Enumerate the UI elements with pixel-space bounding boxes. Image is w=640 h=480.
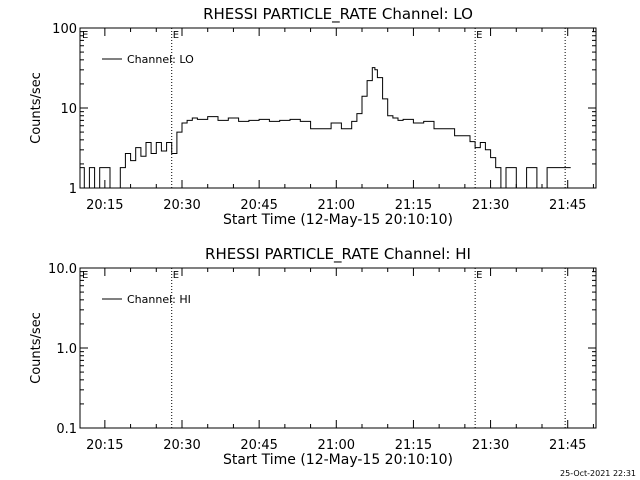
x-tick-label: 20:45 xyxy=(240,438,277,453)
legend-label: Channel: HI xyxy=(127,293,191,306)
x-tick-label: 20:30 xyxy=(163,198,200,213)
x-tick-label: 20:30 xyxy=(163,438,200,453)
plot-frame xyxy=(79,27,597,189)
event-marker-label: E xyxy=(476,30,482,41)
x-tick-label: 20:15 xyxy=(86,438,123,453)
y-tick-label: 1.0 xyxy=(56,342,77,357)
x-tick-label: 21:00 xyxy=(318,438,355,453)
event-marker-label: E xyxy=(173,270,179,281)
x-tick-label: 21:15 xyxy=(395,438,432,453)
chart-title: RHESSI PARTICLE_RATE Channel: HI xyxy=(205,245,471,264)
y-tick-label: 100 xyxy=(52,22,77,37)
chart-title: RHESSI PARTICLE_RATE Channel: LO xyxy=(203,5,473,24)
y-tick-label: 10 xyxy=(60,102,77,117)
panel-lo: RHESSI PARTICLE_RATE Channel: LO Counts/s… xyxy=(29,5,597,228)
event-marker-label: E xyxy=(173,30,179,41)
y-tick-label: 0.1 xyxy=(56,422,77,437)
timestamp: 25-Oct-2021 22:31 xyxy=(560,469,636,478)
series-line xyxy=(80,67,571,188)
y-tick-label: 10.0 xyxy=(48,262,77,277)
x-tick-label: 21:30 xyxy=(472,438,509,453)
x-tick-label: 21:30 xyxy=(472,198,509,213)
x-axis-label: Start Time (12-May-15 20:10:10) xyxy=(223,212,453,228)
plot-frame xyxy=(79,267,597,429)
x-tick-label: 21:45 xyxy=(549,438,586,453)
panel-hi: RHESSI PARTICLE_RATE Channel: HI Counts/s… xyxy=(29,245,597,468)
y-axis-label: Counts/sec xyxy=(29,72,44,144)
corner-marker: E xyxy=(82,30,88,41)
x-tick-label: 20:15 xyxy=(86,198,123,213)
x-tick-label: 20:45 xyxy=(240,198,277,213)
x-tick-label: 21:45 xyxy=(549,198,586,213)
event-marker-label: E xyxy=(476,270,482,281)
legend-label: Channel: LO xyxy=(127,53,194,66)
x-tick-label: 21:15 xyxy=(395,198,432,213)
y-axis-label: Counts/sec xyxy=(29,312,44,384)
x-tick-label: 21:00 xyxy=(318,198,355,213)
corner-marker: E xyxy=(82,270,88,281)
y-tick-label: 1 xyxy=(69,182,77,197)
x-axis-label: Start Time (12-May-15 20:10:10) xyxy=(223,452,453,468)
